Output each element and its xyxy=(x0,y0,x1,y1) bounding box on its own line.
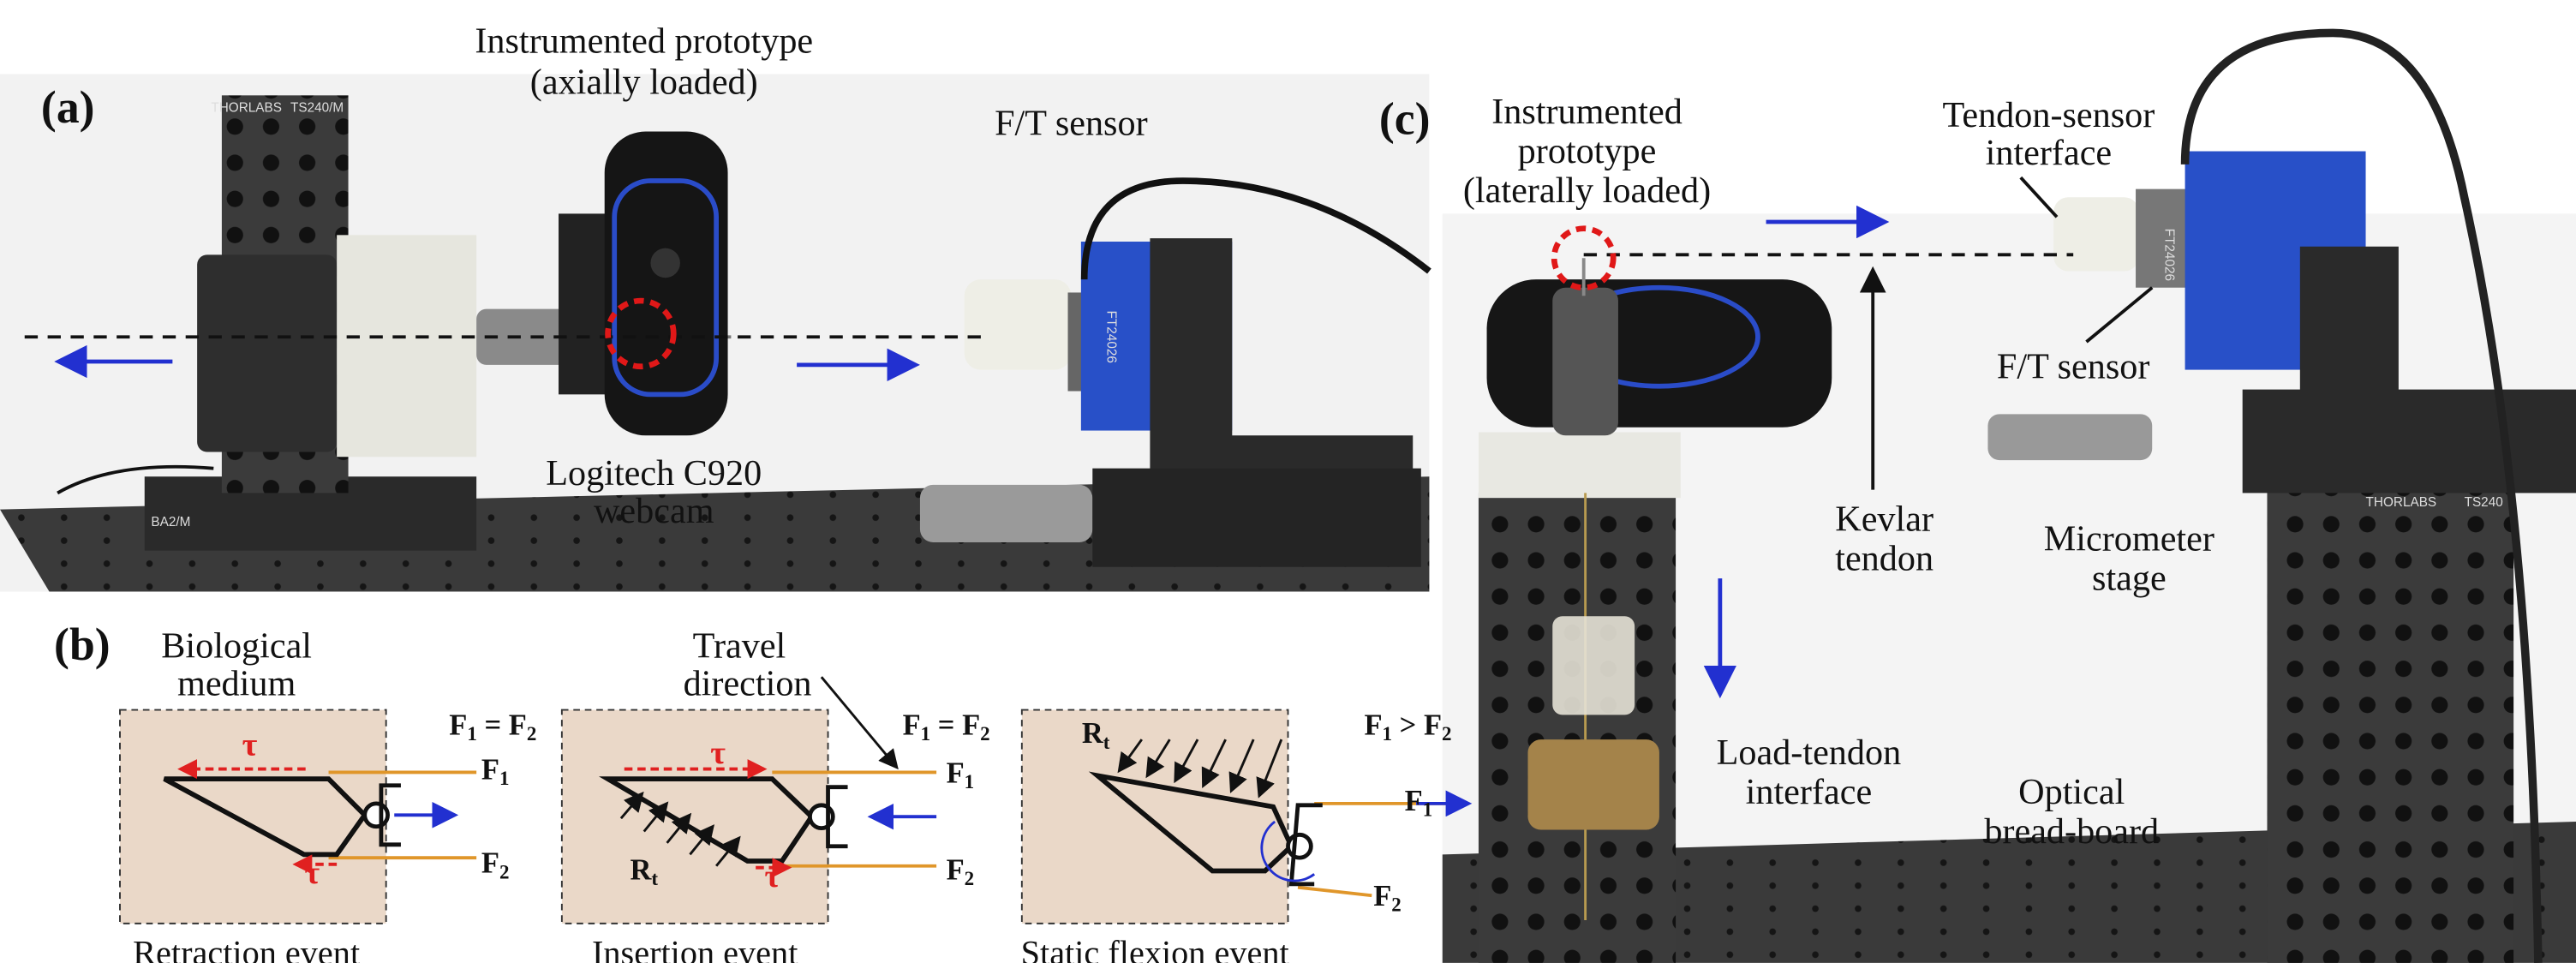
caption: Retraction event xyxy=(133,933,360,963)
label: interface xyxy=(1986,133,2113,173)
resistance-label-sub: t xyxy=(1103,731,1110,753)
force-label-main: F xyxy=(947,757,965,789)
force-label-sub: 2 xyxy=(965,867,975,889)
condition: F1 = F2 xyxy=(449,709,536,745)
condition-main: F xyxy=(903,709,921,742)
condition-main: F xyxy=(449,709,467,742)
label: Instrumented xyxy=(1491,92,1682,132)
panel-label: (b) xyxy=(54,619,111,670)
label: Logitech C920 xyxy=(546,453,762,493)
photo-mark: THORLABS xyxy=(2366,495,2437,510)
condition-main: > F xyxy=(1392,709,1442,742)
force-label-sub: 1 xyxy=(499,767,510,789)
resistance-label-main: R xyxy=(1082,717,1104,750)
force-label-main: F xyxy=(481,753,499,786)
panel-label: (c) xyxy=(1379,93,1431,144)
force-label-main: F xyxy=(1373,880,1391,912)
label: F/T sensor xyxy=(995,103,1148,143)
label: F/T sensor xyxy=(1997,346,2150,386)
label: Load-tendon xyxy=(1717,733,1902,773)
force-label: F2 xyxy=(1373,880,1402,916)
condition-sub: 1 xyxy=(467,723,477,745)
label: webcam xyxy=(594,491,714,531)
resistance-label-sub: t xyxy=(651,867,658,889)
label: bread-board xyxy=(1984,811,2159,852)
label: Micrometer xyxy=(2044,519,2214,559)
caption: Insertion event xyxy=(592,933,798,963)
photo-mark: TS240/M xyxy=(290,101,344,116)
force-label-sub: 2 xyxy=(1391,894,1402,916)
shear-label: τ xyxy=(242,727,258,763)
label: stage xyxy=(2092,559,2167,599)
caption: Static flexion event xyxy=(1021,933,1289,963)
condition: F1 = F2 xyxy=(903,709,990,745)
label: Optical xyxy=(2018,772,2125,812)
label: medium xyxy=(177,663,296,703)
label: Travel xyxy=(693,625,786,666)
panel-label: (a) xyxy=(41,81,95,133)
condition-main: = F xyxy=(477,709,527,742)
photo-mark: BA2/M xyxy=(151,515,190,529)
pointer xyxy=(2021,177,2057,217)
photo-a xyxy=(0,74,1429,591)
photo-mark: FT24026 xyxy=(2161,229,2176,281)
force-label: F2 xyxy=(947,853,975,889)
condition: F1 > F2 xyxy=(1364,709,1451,745)
label: (laterally loaded) xyxy=(1463,170,1711,211)
force-label-main: F xyxy=(1405,785,1423,817)
label: tendon xyxy=(1835,539,1933,579)
condition-sub: 2 xyxy=(527,723,537,745)
force-label-main: F xyxy=(947,853,965,886)
page: {"panel_a":{"label":"(a)","prototype":["… xyxy=(0,0,2576,963)
force-label-sub: 1 xyxy=(965,770,975,793)
shear-label: τ xyxy=(764,858,780,894)
force-label: F1 xyxy=(1405,785,1433,821)
force-label-sub: 2 xyxy=(499,861,510,883)
condition-sub: 1 xyxy=(921,723,931,745)
figure: (a) Instrumented prototype (axially load… xyxy=(0,0,2576,963)
force-label-main: F xyxy=(481,847,499,880)
photo-mark: FT24026 xyxy=(1103,311,1118,363)
photo-mark: THORLABS xyxy=(211,101,282,116)
force-label: F1 xyxy=(481,753,510,789)
condition-sub: 1 xyxy=(1383,723,1393,745)
label: interface xyxy=(1746,772,1873,812)
shear-label: τ xyxy=(305,855,320,891)
label: Instrumented prototype xyxy=(475,21,813,62)
condition-sub: 2 xyxy=(1442,723,1452,745)
photo-mark: TS240 xyxy=(2465,495,2503,510)
diagrams xyxy=(120,677,1466,924)
label: (axially loaded) xyxy=(530,63,758,103)
force-label: F1 xyxy=(947,757,975,793)
condition-main: F xyxy=(1364,709,1382,742)
resistance-label-main: R xyxy=(630,853,652,886)
force-label: F2 xyxy=(481,847,510,883)
label: prototype xyxy=(1518,131,1657,171)
condition-sub: 2 xyxy=(980,723,990,745)
shear-label: τ xyxy=(710,735,726,771)
force-label-sub: 1 xyxy=(1423,799,1433,821)
condition-main: = F xyxy=(930,709,980,742)
label: Kevlar xyxy=(1835,499,1933,540)
label: Tendon-sensor xyxy=(1943,95,2155,135)
label: direction xyxy=(684,663,812,703)
label: Biological xyxy=(161,625,312,666)
